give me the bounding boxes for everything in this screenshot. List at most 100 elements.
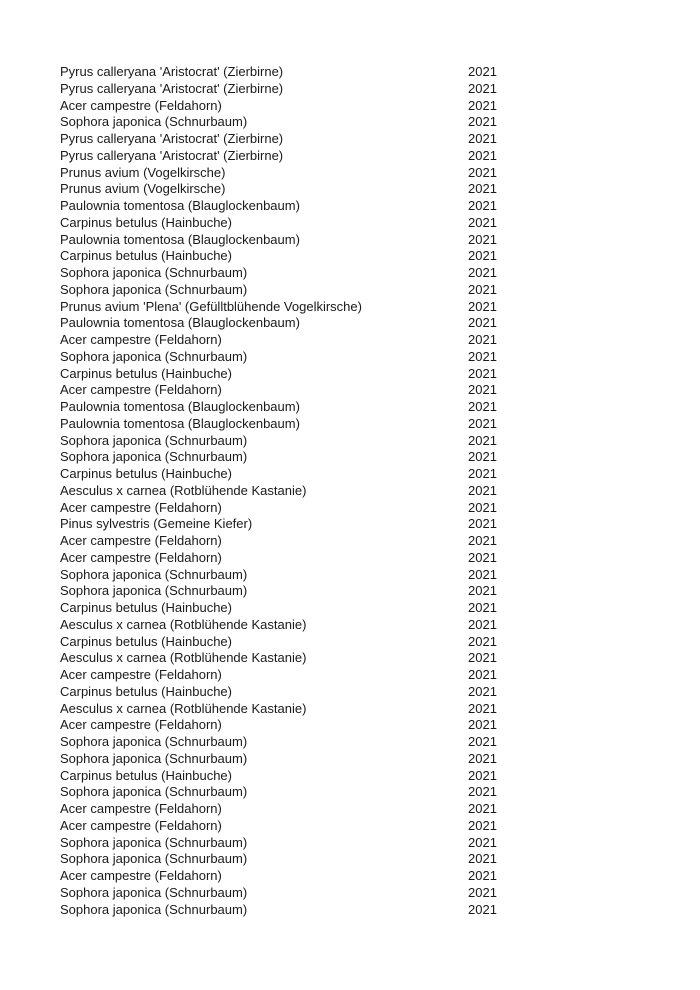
planting-year-cell: 2021 bbox=[468, 248, 497, 264]
species-name-cell: Pyrus calleryana 'Aristocrat' (Zierbirne… bbox=[60, 131, 284, 146]
table-row: Sophora japonica (Schnurbaum) 2021 bbox=[60, 734, 660, 751]
planting-year-cell: 2021 bbox=[468, 767, 497, 783]
table-row: Paulownia tomentosa (Blauglockenbaum) 20… bbox=[60, 198, 660, 215]
species-name-cell: Carpinus betulus (Hainbuche) bbox=[60, 683, 232, 699]
planting-year-cell: 2021 bbox=[468, 164, 497, 180]
species-name-cell: Acer campestre (Feldahorn) bbox=[60, 667, 222, 682]
species-name-cell: Paulownia tomentosa (Blauglockenbaum) bbox=[60, 231, 300, 247]
planting-year-cell: 2021 bbox=[468, 901, 497, 917]
species-name-cell: Sophora japonica (Schnurbaum) bbox=[60, 834, 248, 850]
planting-year-cell: 2021 bbox=[468, 114, 497, 130]
species-name-cell: Carpinus betulus (Hainbuche) bbox=[60, 248, 232, 264]
species-name-cell: Sophora japonica (Schnurbaum) bbox=[60, 566, 248, 582]
species-name-cell: Paulownia tomentosa (Blauglockenbaum) bbox=[60, 315, 300, 331]
planting-year-cell: 2021 bbox=[468, 633, 497, 649]
table-row: Sophora japonica (Schnurbaum) 2021 bbox=[60, 751, 660, 768]
species-name-cell: Carpinus betulus (Hainbuche) bbox=[60, 214, 232, 230]
species-name-cell: Prunus avium (Vogelkirsche) bbox=[60, 164, 226, 180]
table-row: Paulownia tomentosa (Blauglockenbaum) 20… bbox=[60, 416, 660, 433]
species-name-cell: Acer campestre (Feldahorn) bbox=[60, 382, 222, 398]
species-name-cell: Sophora japonica (Schnurbaum) bbox=[60, 348, 248, 364]
species-name-cell: Carpinus betulus (Hainbuche) bbox=[60, 600, 232, 615]
planting-year-cell: 2021 bbox=[468, 466, 497, 481]
planting-year-cell: 2021 bbox=[468, 817, 497, 833]
species-name-cell: Paulownia tomentosa (Blauglockenbaum) bbox=[60, 415, 300, 431]
planting-year-cell: 2021 bbox=[468, 97, 497, 113]
planting-year-cell: 2021 bbox=[468, 600, 497, 615]
planting-year-cell: 2021 bbox=[468, 884, 497, 900]
table-row: Carpinus betulus (Hainbuche) 2021 bbox=[60, 466, 660, 483]
species-name-cell: Aesculus x carnea (Rotblühende Kastanie) bbox=[60, 700, 307, 716]
planting-year-cell: 2021 bbox=[468, 851, 497, 867]
table-row: Sophora japonica (Schnurbaum) 2021 bbox=[60, 349, 660, 366]
planting-year-cell: 2021 bbox=[468, 147, 497, 163]
table-row: Acer campestre (Feldahorn) 2021 bbox=[60, 550, 660, 567]
species-name-cell: Pinus sylvestris (Gemeine Kiefer) bbox=[60, 516, 253, 532]
species-name-cell: Aesculus x carnea (Rotblühende Kastanie) bbox=[60, 650, 307, 666]
planting-year-cell: 2021 bbox=[468, 750, 497, 766]
table-row: Acer campestre (Feldahorn) 2021 bbox=[60, 332, 660, 349]
species-name-cell: Carpinus betulus (Hainbuche) bbox=[60, 365, 232, 381]
planting-year-cell: 2021 bbox=[468, 415, 497, 431]
planting-year-cell: 2021 bbox=[468, 683, 497, 699]
species-name-cell: Prunus avium 'Plena' (Gefülltblühende Vo… bbox=[60, 298, 362, 314]
species-name-cell: Aesculus x carnea (Rotblühende Kastanie) bbox=[60, 482, 307, 498]
species-name-cell: Acer campestre (Feldahorn) bbox=[60, 499, 222, 515]
planting-year-cell: 2021 bbox=[468, 332, 497, 347]
species-name-cell: Sophora japonica (Schnurbaum) bbox=[60, 265, 248, 280]
table-row: Aesculus x carnea (Rotblühende Kastanie)… bbox=[60, 617, 660, 634]
table-row: Carpinus betulus (Hainbuche) 2021 bbox=[60, 215, 660, 232]
table-row: Sophora japonica (Schnurbaum) 2021 bbox=[60, 265, 660, 282]
table-row: Paulownia tomentosa (Blauglockenbaum) 20… bbox=[60, 315, 660, 332]
table-row: Carpinus betulus (Hainbuche) 2021 bbox=[60, 768, 660, 785]
species-name-cell: Acer campestre (Feldahorn) bbox=[60, 801, 222, 816]
table-row: Acer campestre (Feldahorn) 2021 bbox=[60, 868, 660, 885]
table-row: Carpinus betulus (Hainbuche) 2021 bbox=[60, 366, 660, 383]
table-row: Acer campestre (Feldahorn) 2021 bbox=[60, 717, 660, 734]
species-name-cell: Sophora japonica (Schnurbaum) bbox=[60, 583, 248, 599]
species-name-cell: Acer campestre (Feldahorn) bbox=[60, 817, 222, 833]
planting-year-cell: 2021 bbox=[468, 566, 497, 582]
species-name-cell: Carpinus betulus (Hainbuche) bbox=[60, 466, 232, 481]
planting-year-cell: 2021 bbox=[468, 499, 497, 515]
planting-year-cell: 2021 bbox=[468, 131, 497, 146]
planting-year-cell: 2021 bbox=[468, 801, 497, 816]
table-row: Pyrus calleryana 'Aristocrat' (Zierbirne… bbox=[60, 131, 660, 148]
species-name-cell: Sophora japonica (Schnurbaum) bbox=[60, 750, 248, 766]
species-name-cell: Sophora japonica (Schnurbaum) bbox=[60, 851, 248, 867]
planting-year-cell: 2021 bbox=[468, 281, 497, 297]
table-row: Sophora japonica (Schnurbaum) 2021 bbox=[60, 567, 660, 584]
species-name-cell: Sophora japonica (Schnurbaum) bbox=[60, 114, 248, 130]
table-row: Acer campestre (Feldahorn) 2021 bbox=[60, 667, 660, 684]
planting-year-cell: 2021 bbox=[468, 265, 497, 280]
species-name-cell: Sophora japonica (Schnurbaum) bbox=[60, 901, 248, 917]
planting-year-cell: 2021 bbox=[468, 181, 497, 197]
planting-year-cell: 2021 bbox=[468, 432, 497, 448]
tree-list: Pyrus calleryana 'Aristocrat' (Zierbirne… bbox=[60, 64, 660, 918]
species-name-cell: Acer campestre (Feldahorn) bbox=[60, 549, 222, 565]
planting-year-cell: 2021 bbox=[468, 64, 497, 79]
planting-year-cell: 2021 bbox=[468, 516, 497, 532]
table-row: Paulownia tomentosa (Blauglockenbaum) 20… bbox=[60, 232, 660, 249]
species-name-cell: Aesculus x carnea (Rotblühende Kastanie) bbox=[60, 616, 307, 632]
table-row: Acer campestre (Feldahorn) 2021 bbox=[60, 818, 660, 835]
table-row: Acer campestre (Feldahorn) 2021 bbox=[60, 500, 660, 517]
table-row: Aesculus x carnea (Rotblühende Kastanie)… bbox=[60, 650, 660, 667]
table-row: Carpinus betulus (Hainbuche) 2021 bbox=[60, 684, 660, 701]
species-name-cell: Sophora japonica (Schnurbaum) bbox=[60, 432, 248, 448]
species-name-cell: Sophora japonica (Schnurbaum) bbox=[60, 734, 248, 749]
species-name-cell: Sophora japonica (Schnurbaum) bbox=[60, 884, 248, 900]
species-name-cell: Paulownia tomentosa (Blauglockenbaum) bbox=[60, 198, 300, 213]
planting-year-cell: 2021 bbox=[468, 583, 497, 599]
table-row: Prunus avium 'Plena' (Gefülltblühende Vo… bbox=[60, 299, 660, 316]
species-name-cell: Pyrus calleryana 'Aristocrat' (Zierbirne… bbox=[60, 147, 284, 163]
table-row: Sophora japonica (Schnurbaum) 2021 bbox=[60, 282, 660, 299]
planting-year-cell: 2021 bbox=[468, 482, 497, 498]
species-name-cell: Paulownia tomentosa (Blauglockenbaum) bbox=[60, 399, 300, 414]
planting-year-cell: 2021 bbox=[468, 717, 497, 733]
planting-year-cell: 2021 bbox=[468, 315, 497, 331]
table-row: Sophora japonica (Schnurbaum) 2021 bbox=[60, 433, 660, 450]
planting-year-cell: 2021 bbox=[468, 784, 497, 800]
table-row: Sophora japonica (Schnurbaum) 2021 bbox=[60, 114, 660, 131]
